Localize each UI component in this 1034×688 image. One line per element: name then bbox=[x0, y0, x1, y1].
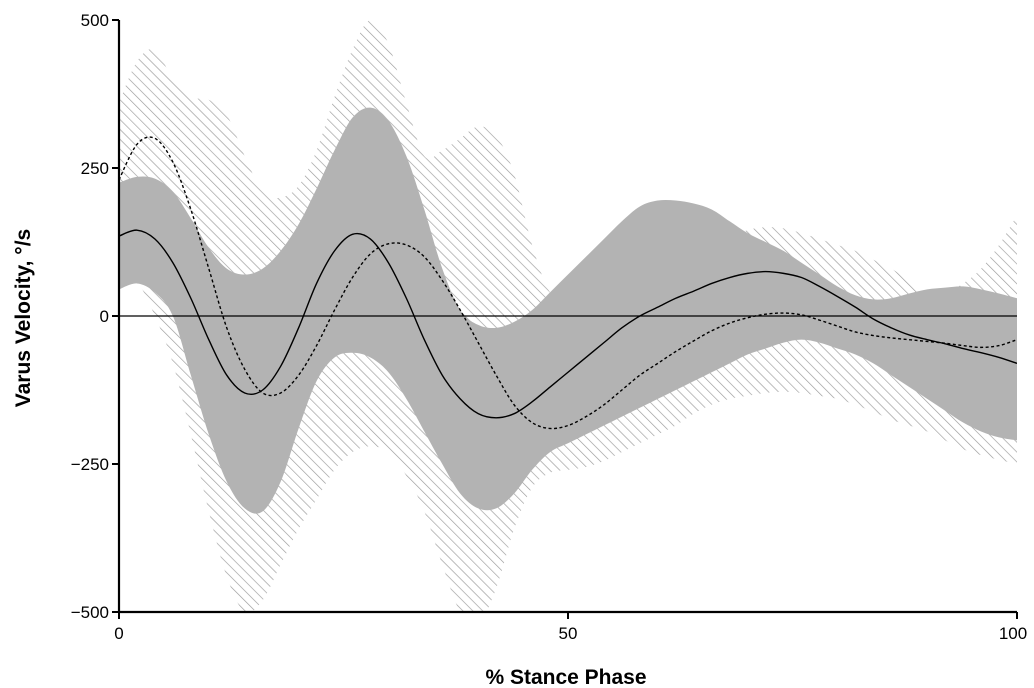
x-ticks: 0 50 100 bbox=[114, 612, 1027, 643]
x-tick-label: 0 bbox=[114, 624, 123, 643]
y-tick-label: 0 bbox=[100, 307, 109, 326]
bands-layer bbox=[119, 20, 1017, 612]
y-tick-label: 500 bbox=[81, 11, 109, 30]
y-tick-label: −250 bbox=[71, 455, 109, 474]
y-ticks: 500 250 0 −250 −500 bbox=[71, 11, 119, 622]
series-line-dotted bbox=[119, 136, 1017, 430]
y-tick-label: −500 bbox=[71, 603, 109, 622]
band-solid-gray bbox=[119, 107, 1017, 514]
y-tick-label: 250 bbox=[81, 159, 109, 178]
x-axis-title: % Stance Phase bbox=[485, 666, 646, 688]
x-tick-label: 100 bbox=[999, 624, 1027, 643]
y-axis-title: Varus Velocity, °/s bbox=[12, 229, 35, 407]
x-tick-label: 50 bbox=[559, 624, 578, 643]
